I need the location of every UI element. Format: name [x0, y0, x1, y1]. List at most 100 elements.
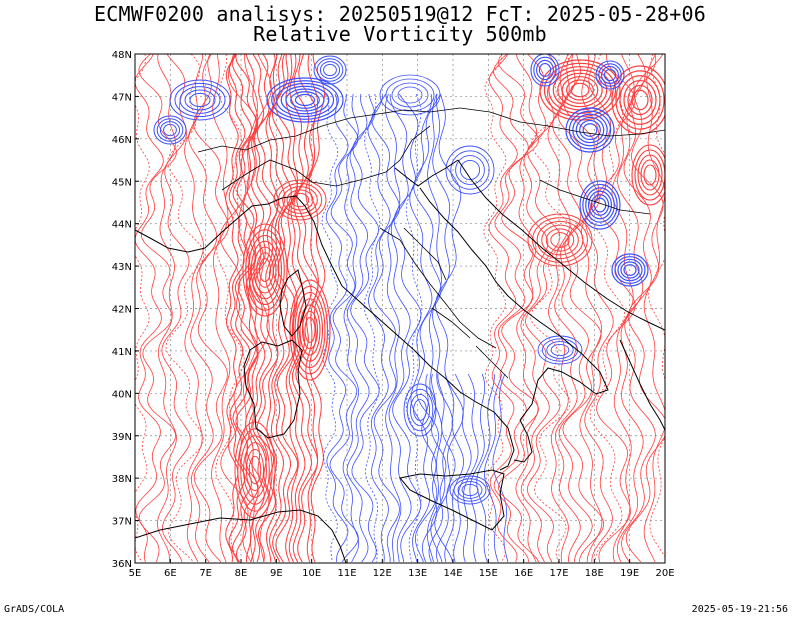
negative-vortex [445, 145, 495, 195]
negative-contour [421, 373, 438, 563]
positive-vortex [248, 455, 262, 485]
positive-vortex [245, 229, 285, 311]
negative-vortex [530, 54, 560, 87]
negative-vortex [595, 60, 625, 90]
positive-vortex [557, 72, 603, 108]
positive-vortex [623, 79, 657, 121]
negative-vortex [457, 481, 483, 499]
negative-vortex [319, 61, 341, 79]
negative-contour [385, 93, 402, 563]
negative-vortex [582, 123, 598, 137]
positive-vortex [299, 304, 321, 356]
negative-vortex [294, 93, 316, 107]
negative-contour [426, 93, 443, 563]
positive-contour [625, 54, 665, 563]
negative-vortex [614, 256, 646, 284]
positive-contour [211, 54, 231, 563]
negative-vortex [184, 89, 216, 111]
positive-contour [157, 54, 177, 563]
y-tick-label: 37N [112, 517, 132, 528]
positive-contour [225, 54, 239, 563]
positive-vortex [301, 310, 319, 350]
y-tick-label: 39N [112, 432, 132, 443]
positive-contour [493, 54, 529, 563]
positive-contour [285, 54, 299, 563]
negative-vortex [453, 478, 487, 502]
x-tick-label: 8E [235, 568, 248, 579]
negative-vortex [601, 66, 619, 84]
chart-title-line-1: ECMWF0200 analisys: 20250519@12 FcT: 202… [93, 2, 707, 26]
negative-vortex [174, 82, 226, 118]
positive-vortex [545, 228, 575, 252]
grid-lines [135, 54, 665, 563]
x-tick-label: 14E [443, 568, 462, 579]
positive-contour [643, 54, 665, 563]
y-tick-label: 48N [112, 50, 132, 61]
negative-contour [435, 374, 456, 563]
y-tick-label: 47N [112, 92, 132, 103]
negative-contour [476, 373, 495, 563]
positive-contour [547, 54, 571, 563]
negative-vortex [189, 92, 211, 108]
negative-vortex [603, 68, 617, 82]
positive-vortex [640, 159, 660, 191]
negative-vortex [620, 261, 640, 279]
positive-contour [483, 54, 507, 563]
y-tick-label: 36N [112, 559, 132, 570]
positive-contour [520, 54, 550, 563]
positive-vortex [256, 252, 274, 288]
negative-vortex [379, 74, 441, 116]
negative-contour [413, 93, 442, 563]
negative-contour [371, 93, 401, 562]
plot-area [135, 54, 665, 563]
negative-vortex [536, 59, 554, 81]
positive-vortex [296, 298, 324, 362]
negative-contour [329, 93, 359, 563]
positive-contour [184, 54, 205, 563]
positive-vortex [258, 257, 272, 283]
chart-title-line-2: Relative Vorticity 500mb [253, 22, 547, 46]
positive-vortex [536, 220, 584, 260]
negative-vortex [391, 82, 429, 108]
borders-alpine-south [221, 125, 431, 191]
y-tick-label: 43N [112, 262, 132, 273]
positive-vortex [273, 179, 327, 221]
x-tick-label: 15E [479, 568, 498, 579]
positive-vortex [247, 234, 283, 306]
coastline-italy-west [304, 205, 515, 471]
positive-vortex [550, 232, 570, 248]
negative-vortex [179, 86, 221, 114]
positive-contour [235, 54, 259, 563]
negative-contour [434, 93, 464, 563]
positive-vortex [245, 448, 265, 492]
negative-contour [325, 93, 349, 563]
negative-contour [388, 94, 412, 563]
negative-vortex [585, 187, 615, 223]
x-tick-label: 18E [585, 568, 604, 579]
coastline-sicily [399, 469, 505, 531]
positive-vortex [243, 442, 267, 498]
negative-contour [342, 93, 360, 563]
negative-vortex [533, 56, 557, 84]
positive-contour [228, 54, 246, 563]
x-tick-label: 9E [270, 568, 283, 579]
positive-contour [579, 54, 603, 563]
positive-contour [193, 54, 230, 563]
y-tick-label: 45N [112, 177, 132, 188]
positive-vortex [286, 189, 314, 211]
axis-ticks: 5E 6E 7E 8E 9E 10E 11E 12E 13E 14E 15E 16E 17E 18E 19E… [112, 50, 675, 579]
negative-vortex [575, 116, 605, 144]
coastline-france [135, 195, 306, 253]
coastline-italy-east [419, 187, 609, 421]
negative-vortex [316, 58, 344, 82]
positive-contour [530, 54, 573, 563]
positive-vortex [237, 428, 273, 512]
positive-contour [621, 54, 657, 563]
y-tick-label: 38N [112, 474, 132, 485]
positive-vortex [290, 192, 310, 208]
negative-contour [346, 93, 370, 563]
negative-contour [350, 93, 380, 563]
coastline-corsica [279, 269, 307, 337]
positive-contour [248, 54, 266, 563]
